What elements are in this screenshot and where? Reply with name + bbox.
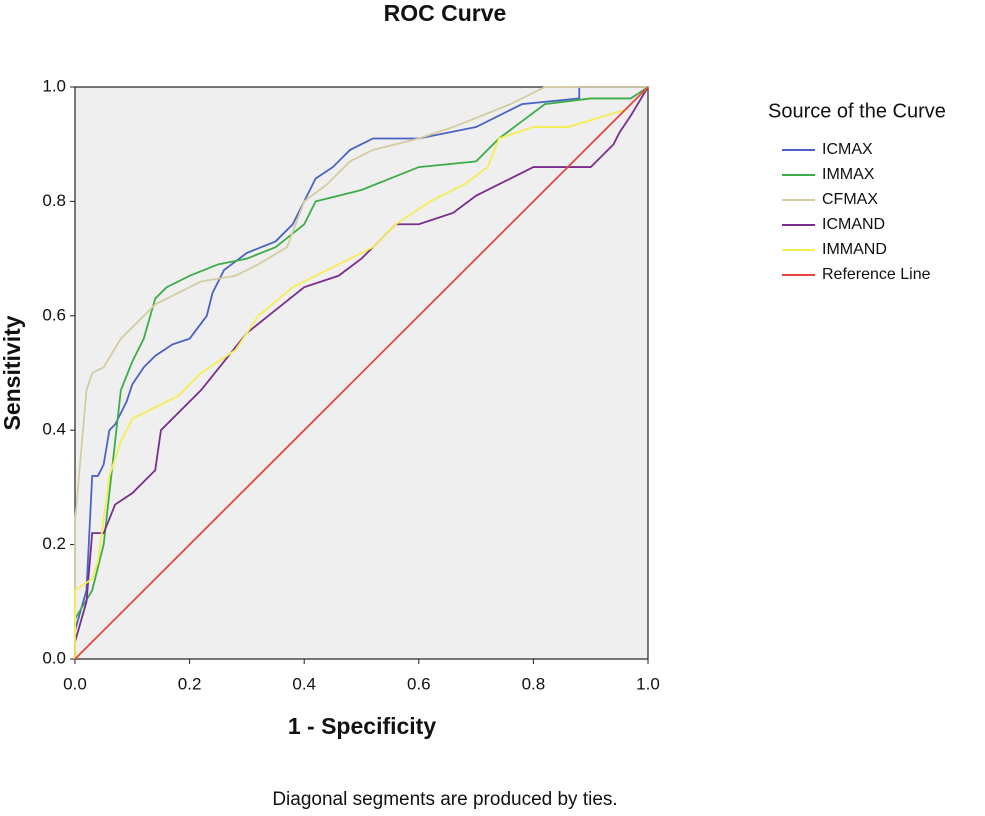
y-tick-label: 0.0	[42, 648, 66, 667]
roc-line	[74, 86, 649, 660]
x-tick-label: 0.0	[63, 674, 87, 693]
legend-label: CFMAX	[822, 191, 878, 208]
roc-line	[74, 86, 649, 659]
y-axis-title: Sensitivity	[0, 315, 25, 430]
x-tick-label: 0.6	[407, 674, 431, 693]
legend-label: IMMAX	[822, 166, 875, 183]
roc-line	[74, 86, 649, 659]
y-tick-label: 0.2	[42, 534, 66, 553]
y-tick-label: 0.8	[42, 191, 66, 210]
y-tick-label: 0.4	[42, 420, 66, 439]
x-tick-label: 0.2	[178, 674, 202, 693]
legend-label: ICMAX	[822, 141, 873, 158]
roc-line	[74, 86, 648, 659]
y-tick-label: 1.0	[42, 76, 66, 95]
footnote: Diagonal segments are produced by ties.	[272, 789, 617, 810]
legend-label: ICMAND	[822, 216, 885, 233]
legend-label: IMMAND	[822, 241, 887, 258]
legend-title: Source of the Curve	[768, 100, 946, 122]
x-axis-title: 1 - Specificity	[288, 713, 436, 739]
chart-title: ROC Curve	[384, 0, 507, 26]
x-tick-label: 1.0	[636, 674, 660, 693]
y-tick-label: 0.6	[42, 305, 66, 324]
roc-line	[74, 86, 649, 659]
x-tick-label: 0.8	[522, 674, 546, 693]
x-tick-label: 0.4	[292, 674, 316, 693]
legend-label: Reference Line	[822, 266, 931, 283]
